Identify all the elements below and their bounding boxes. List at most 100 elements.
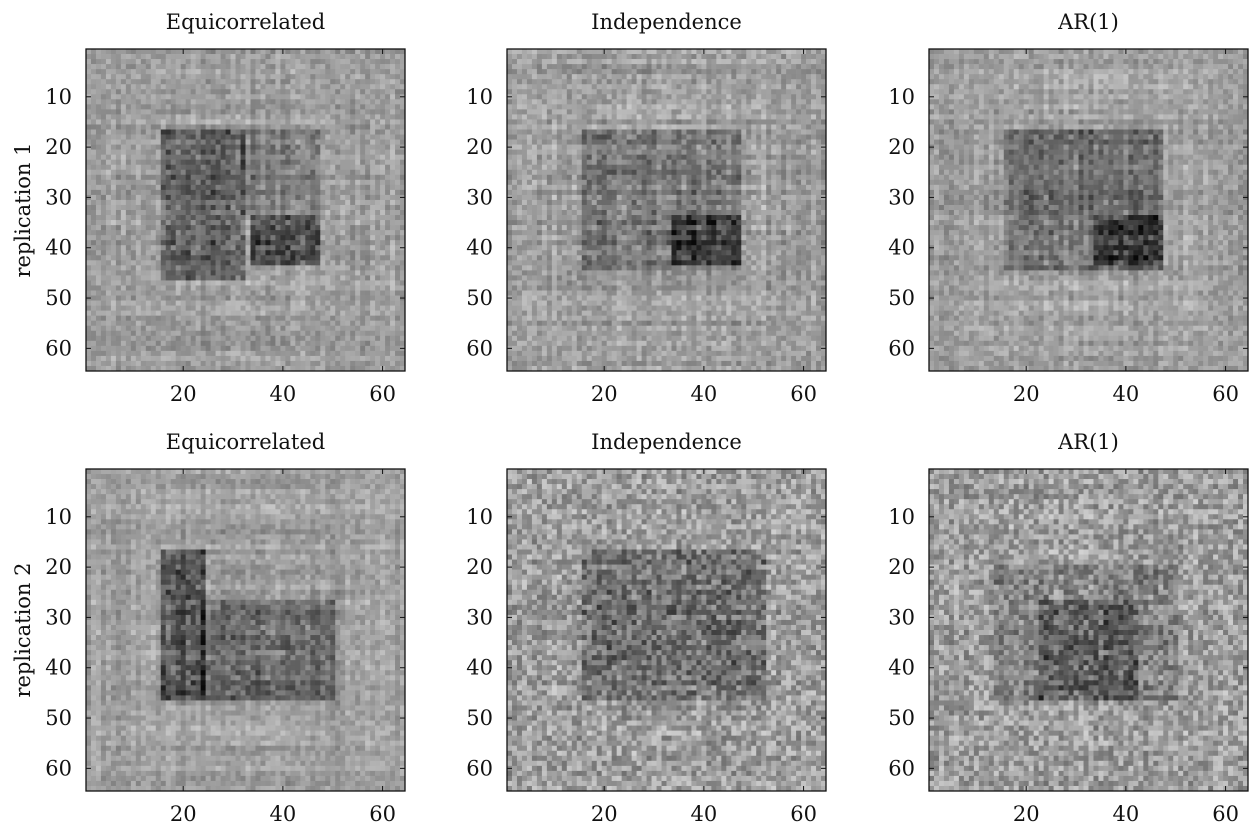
heatmap-cell xyxy=(375,240,380,245)
heatmap-cell xyxy=(136,104,141,109)
heatmap-cell xyxy=(310,84,315,89)
heatmap-cell xyxy=(375,326,380,331)
heatmap-cell xyxy=(241,215,246,220)
heatmap-cell xyxy=(265,240,270,245)
heatmap-cell xyxy=(290,195,295,200)
heatmap-cell xyxy=(241,205,246,210)
heatmap-cell xyxy=(211,205,216,210)
heatmap-cell xyxy=(612,99,617,104)
heatmap-cell xyxy=(231,225,236,230)
heatmap-cell xyxy=(136,301,141,306)
heatmap-cell xyxy=(370,155,375,160)
heatmap-cell xyxy=(265,79,270,84)
heatmap-cell xyxy=(141,280,146,285)
heatmap-cell xyxy=(275,190,280,195)
heatmap-cell xyxy=(592,94,597,99)
heatmap-cell xyxy=(236,280,241,285)
heatmap-cell xyxy=(211,130,216,135)
heatmap-cell xyxy=(771,79,776,84)
heatmap-cell xyxy=(146,49,151,54)
heatmap-cell xyxy=(141,94,146,99)
heatmap-cell xyxy=(161,165,166,170)
heatmap-cell xyxy=(131,165,136,170)
heatmap-cell xyxy=(106,99,111,104)
heatmap-cell xyxy=(335,190,340,195)
heatmap-cell xyxy=(201,301,206,306)
heatmap-cell xyxy=(146,185,151,190)
heatmap-cell xyxy=(791,89,796,94)
heatmap-cell xyxy=(151,170,156,175)
heatmap-cell xyxy=(360,361,365,366)
heatmap-cell xyxy=(221,306,226,311)
heatmap-cell xyxy=(201,230,206,235)
heatmap-cell xyxy=(385,351,390,356)
heatmap-cell xyxy=(791,109,796,114)
heatmap-cell xyxy=(146,99,151,104)
heatmap-cell xyxy=(241,130,246,135)
heatmap-cell xyxy=(300,265,305,270)
heatmap-cell xyxy=(91,351,96,356)
heatmap-cell xyxy=(250,114,255,119)
heatmap-cell xyxy=(350,104,355,109)
heatmap-cell xyxy=(602,109,607,114)
heatmap-cell xyxy=(390,285,395,290)
heatmap-cell xyxy=(360,301,365,306)
heatmap-cell xyxy=(96,316,101,321)
heatmap-cell xyxy=(96,356,101,361)
heatmap-cell xyxy=(196,265,201,270)
heatmap-cell xyxy=(567,89,572,94)
heatmap-cell xyxy=(241,69,246,74)
heatmap-cell xyxy=(627,74,632,79)
heatmap-cell xyxy=(216,59,221,64)
heatmap-cell xyxy=(246,205,251,210)
heatmap-cell xyxy=(236,311,241,316)
heatmap-cell xyxy=(176,280,181,285)
heatmap-cell xyxy=(365,351,370,356)
heatmap-cell xyxy=(211,94,216,99)
heatmap-cell xyxy=(671,94,676,99)
heatmap-cell xyxy=(360,291,365,296)
heatmap-cell xyxy=(295,109,300,114)
heatmap-cell xyxy=(246,170,251,175)
heatmap-cell xyxy=(156,205,161,210)
heatmap-cell xyxy=(156,301,161,306)
heatmap-cell xyxy=(216,145,221,150)
heatmap-cell xyxy=(320,311,325,316)
heatmap-cell xyxy=(121,190,126,195)
heatmap-cell xyxy=(355,89,360,94)
heatmap-cell xyxy=(355,240,360,245)
heatmap-cell xyxy=(355,336,360,341)
heatmap-cell xyxy=(101,124,106,129)
heatmap-cell xyxy=(390,84,395,89)
heatmap-cell xyxy=(91,331,96,336)
heatmap-cell xyxy=(226,54,231,59)
heatmap-cell xyxy=(350,321,355,326)
heatmap-cell xyxy=(380,195,385,200)
heatmap-cell xyxy=(96,321,101,326)
heatmap-cell xyxy=(315,275,320,280)
heatmap-cell xyxy=(161,311,166,316)
heatmap-cell xyxy=(231,341,236,346)
heatmap-cell xyxy=(106,255,111,260)
heatmap-cell xyxy=(260,185,265,190)
heatmap-cell xyxy=(151,331,156,336)
heatmap-cell xyxy=(156,316,161,321)
heatmap-cell xyxy=(86,150,91,155)
heatmap-cell xyxy=(116,326,121,331)
heatmap-cell xyxy=(736,64,741,69)
heatmap-cell xyxy=(686,54,691,59)
heatmap-cell xyxy=(671,89,676,94)
heatmap-cell xyxy=(270,351,275,356)
heatmap-cell xyxy=(211,200,216,205)
heatmap-cell xyxy=(116,69,121,74)
heatmap-cell xyxy=(365,175,370,180)
heatmap-cell xyxy=(146,69,151,74)
heatmap-cell xyxy=(106,200,111,205)
heatmap-cell xyxy=(806,54,811,59)
heatmap-cell xyxy=(385,220,390,225)
heatmap-cell xyxy=(241,109,246,114)
heatmap-cell xyxy=(305,124,310,129)
heatmap-cell xyxy=(161,301,166,306)
heatmap-cell xyxy=(111,200,116,205)
heatmap-cell xyxy=(532,69,537,74)
